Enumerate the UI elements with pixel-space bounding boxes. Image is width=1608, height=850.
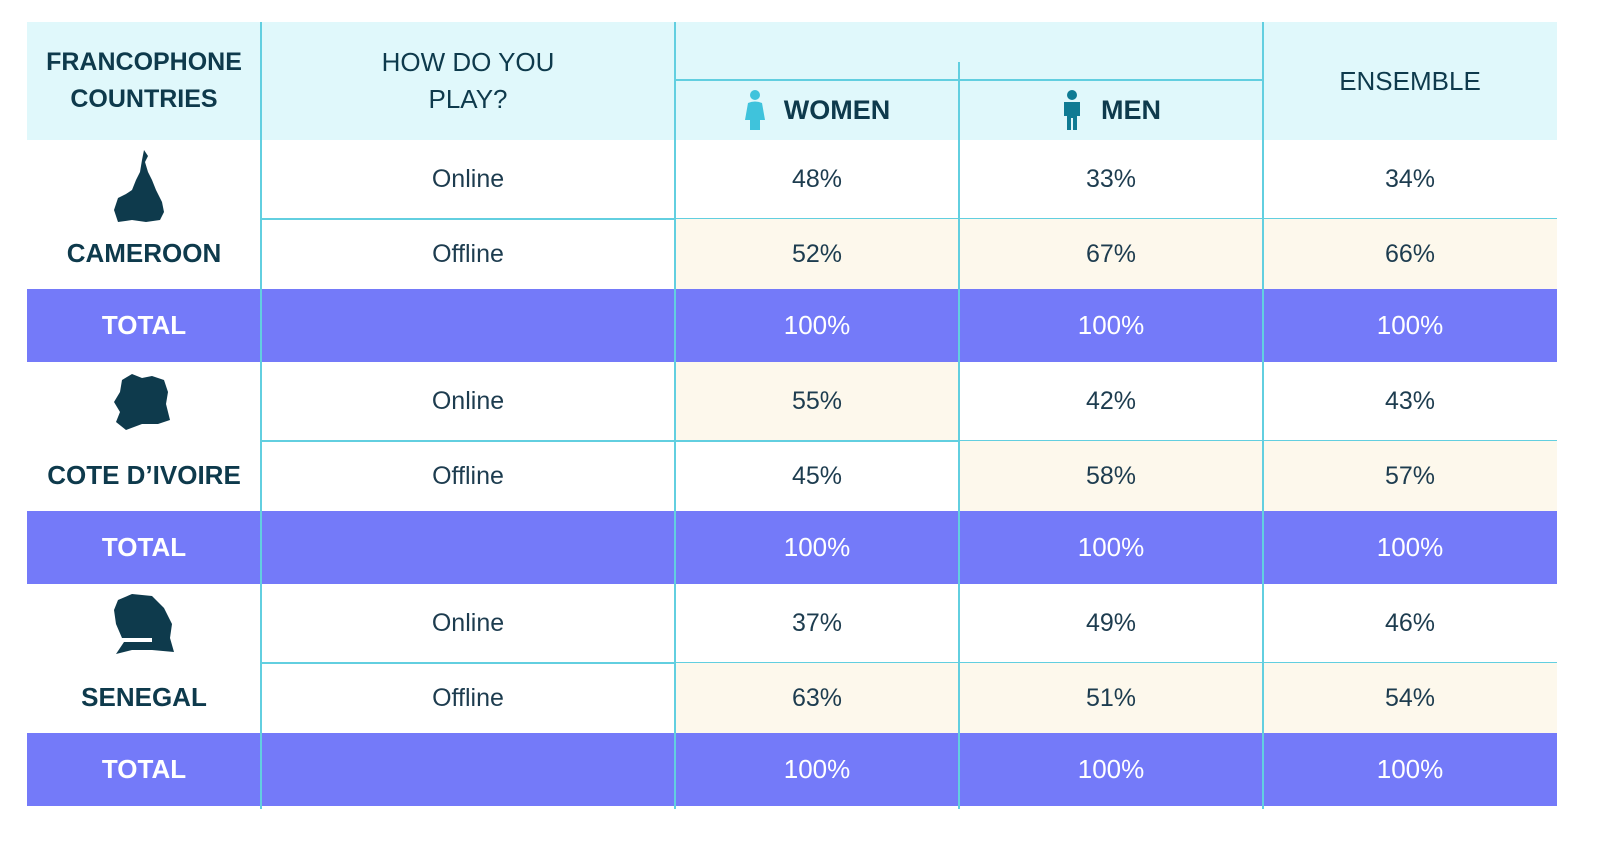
total-label: TOTAL bbox=[27, 289, 261, 362]
value-cell-women: 63% bbox=[675, 663, 959, 733]
header-women: WOMEN bbox=[675, 80, 959, 140]
cote-divoire-map-icon bbox=[114, 374, 170, 430]
grid-line bbox=[261, 440, 1557, 442]
value-cell-ensemble: 34% bbox=[1384, 165, 1436, 193]
country-name: SENEGAL bbox=[81, 682, 207, 712]
value-cell-men: 58% bbox=[959, 441, 1263, 511]
total-value-women: 100% bbox=[675, 733, 959, 806]
header-countries-line2: COUNTRIES bbox=[70, 85, 218, 113]
value-cell-women: 55% bbox=[675, 362, 959, 441]
country-name: COTE D’IVOIRE bbox=[47, 460, 241, 490]
total-value-women: 100% bbox=[675, 511, 959, 584]
total-label: TOTAL bbox=[27, 511, 261, 584]
header-row-bg bbox=[27, 22, 1557, 140]
header-how-play: HOW DO YOU PLAY? bbox=[261, 22, 675, 140]
total-value-ensemble: 100% bbox=[1263, 289, 1557, 362]
total-value-ensemble: 100% bbox=[1263, 733, 1557, 806]
header-men: MEN bbox=[959, 80, 1263, 140]
total-value-women: 100% bbox=[675, 289, 959, 362]
value-cell-ensemble: 43% bbox=[1384, 387, 1436, 415]
header-women-label: WOMEN bbox=[783, 94, 891, 125]
total-label: TOTAL bbox=[27, 733, 261, 806]
data-table: FRANCOPHONE COUNTRIES HOW DO YOU PLAY? W… bbox=[27, 22, 1557, 809]
cameroon-map-icon bbox=[114, 150, 164, 222]
senegal-map-icon bbox=[114, 594, 174, 654]
country-cell: COTE D’IVOIRE bbox=[27, 362, 261, 511]
value-cell-ensemble: 57% bbox=[1263, 441, 1557, 511]
value-cell-women: 37% bbox=[791, 609, 843, 637]
grid-line bbox=[958, 62, 960, 809]
header-ensemble-label: ENSEMBLE bbox=[1339, 65, 1481, 96]
total-value-men: 100% bbox=[959, 289, 1263, 362]
play-mode-cell: Online bbox=[431, 609, 505, 637]
total-value-men: 100% bbox=[959, 511, 1263, 584]
value-cell-women: 48% bbox=[791, 165, 843, 193]
play-mode-cell: Online bbox=[431, 387, 505, 415]
play-mode-cell: Offline bbox=[432, 461, 504, 490]
value-cell-men: 51% bbox=[959, 663, 1263, 733]
play-mode-cell: Online bbox=[431, 165, 505, 193]
play-mode-cell: Offline bbox=[432, 239, 504, 268]
country-cell: SENEGAL bbox=[27, 584, 261, 733]
value-cell-ensemble: 46% bbox=[1384, 609, 1436, 637]
header-how-line1: HOW DO YOU bbox=[381, 47, 555, 77]
header-countries-line1: FRANCOPHONE bbox=[46, 48, 242, 76]
value-cell-men: 67% bbox=[959, 219, 1263, 289]
value-cell-men: 42% bbox=[1085, 387, 1137, 415]
grid-line bbox=[674, 22, 676, 809]
woman-icon bbox=[744, 90, 765, 130]
header-countries: FRANCOPHONE COUNTRIES bbox=[27, 22, 261, 140]
header-men-label: MEN bbox=[1101, 94, 1161, 125]
grid-line bbox=[675, 79, 1263, 81]
total-value-men: 100% bbox=[959, 733, 1263, 806]
header-how-line2: PLAY? bbox=[428, 84, 508, 114]
country-name: CAMEROON bbox=[66, 238, 222, 268]
country-cell: CAMEROON bbox=[27, 140, 261, 289]
header-ensemble: ENSEMBLE bbox=[1263, 22, 1557, 140]
play-mode-cell: Offline bbox=[432, 683, 504, 712]
value-cell-men: 49% bbox=[1085, 609, 1137, 637]
value-cell-ensemble: 54% bbox=[1263, 663, 1557, 733]
total-value-ensemble: 100% bbox=[1263, 511, 1557, 584]
value-cell-women: 45% bbox=[791, 461, 843, 490]
grid-line bbox=[1262, 22, 1264, 809]
value-cell-ensemble: 66% bbox=[1263, 219, 1557, 289]
man-icon bbox=[1064, 90, 1080, 130]
value-cell-men: 33% bbox=[1085, 165, 1137, 193]
grid-line bbox=[260, 22, 262, 809]
value-cell-women: 52% bbox=[675, 219, 959, 289]
